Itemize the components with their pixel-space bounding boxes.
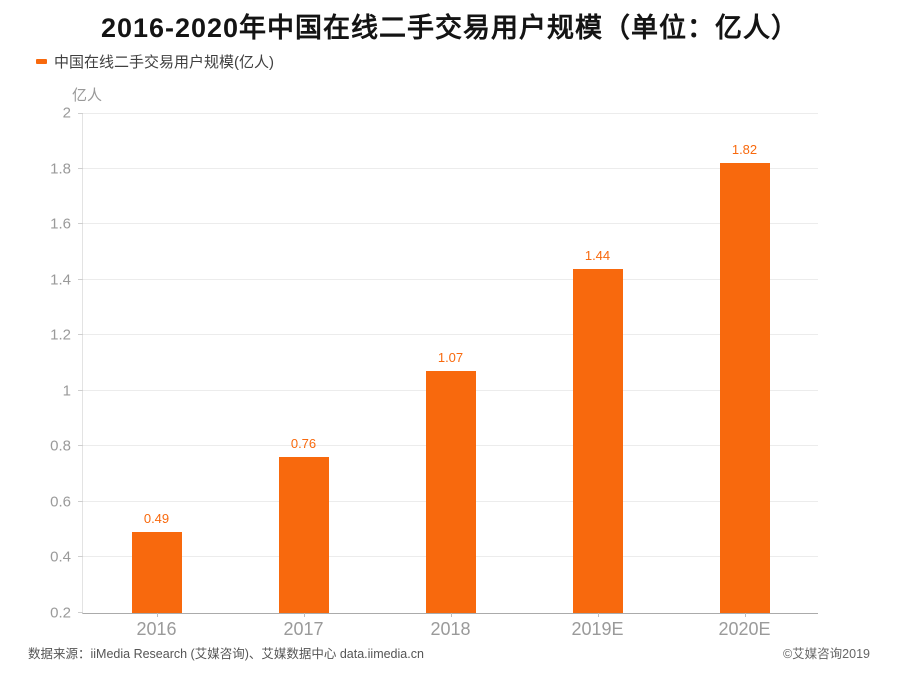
gridline	[83, 113, 818, 114]
y-axis-tick	[78, 445, 83, 447]
chart-title: 2016-2020年中国在线二手交易用户规模（单位：亿人）	[100, 13, 800, 43]
y-axis-tick-label: 2	[62, 104, 71, 122]
copyright-note: ©艾媒咨询2019	[782, 647, 870, 661]
y-axis-tick	[78, 500, 83, 502]
bar-2018	[425, 371, 476, 613]
y-axis-tick	[78, 612, 83, 613]
x-axis-tick	[597, 613, 599, 617]
gridline	[83, 278, 818, 280]
y-axis-tick-label: 1.8	[50, 160, 71, 178]
y-axis-tick	[78, 389, 83, 391]
legend-label: 中国在线二手交易用户规模(亿人)	[54, 54, 274, 71]
bar-value-label: 1.82	[731, 142, 758, 157]
y-axis-tick	[78, 278, 83, 280]
bar-2020E	[719, 163, 770, 613]
y-axis-tick-label: 1.4	[50, 271, 71, 289]
gridline	[83, 223, 818, 225]
x-axis-tick	[156, 613, 158, 617]
gridline	[83, 334, 818, 336]
y-axis-tick	[78, 223, 83, 225]
x-axis-tick-label: 2017	[283, 619, 324, 639]
y-axis-tick-label: 1	[62, 382, 71, 400]
x-axis-tick-label: 2020E	[718, 619, 771, 639]
y-axis-tick-label: 0.6	[50, 493, 71, 511]
y-axis-tick-label: 0.2	[50, 604, 71, 622]
legend-marker-icon	[36, 59, 47, 64]
bar-2017	[278, 457, 329, 613]
data-source-note: 数据来源：iiMedia Research (艾媒咨询)、艾媒数据中心 data…	[28, 647, 424, 661]
gridline	[83, 167, 818, 169]
legend[interactable]: 中国在线二手交易用户规模(亿人)	[36, 51, 274, 72]
y-axis-tick-label: 1.2	[50, 326, 71, 344]
y-axis-tick	[78, 167, 83, 169]
x-axis-tick	[450, 613, 452, 617]
x-axis-tick	[303, 613, 305, 617]
bar-value-label: 0.76	[290, 436, 317, 452]
y-axis-tick	[78, 334, 83, 336]
y-axis-unit-label: 亿人	[72, 87, 103, 104]
x-axis-tick	[744, 613, 746, 617]
plot-area: 0.2 0.4 0.6 0.8 1 1.2 1.4 1.6 1.8 2 0.49 2016 0.76 20…	[50, 106, 818, 638]
bar-value-label: 0.49	[143, 511, 170, 527]
bar-2019E	[572, 268, 623, 613]
bar-value-label: 1.07	[437, 350, 464, 366]
y-axis-tick-label: 1.6	[50, 215, 71, 233]
bar-value-label: 1.44	[584, 247, 611, 263]
y-axis-tick	[78, 113, 83, 114]
y-axis-tick	[78, 556, 83, 558]
y-axis-tick-label: 0.4	[50, 548, 71, 566]
bar-2016	[131, 532, 182, 613]
x-axis-tick-label: 2016	[136, 619, 177, 639]
x-axis-tick-label: 2018	[430, 619, 471, 639]
y-axis-tick-label: 0.8	[50, 437, 71, 455]
x-axis-tick-label: 2019E	[571, 619, 624, 639]
